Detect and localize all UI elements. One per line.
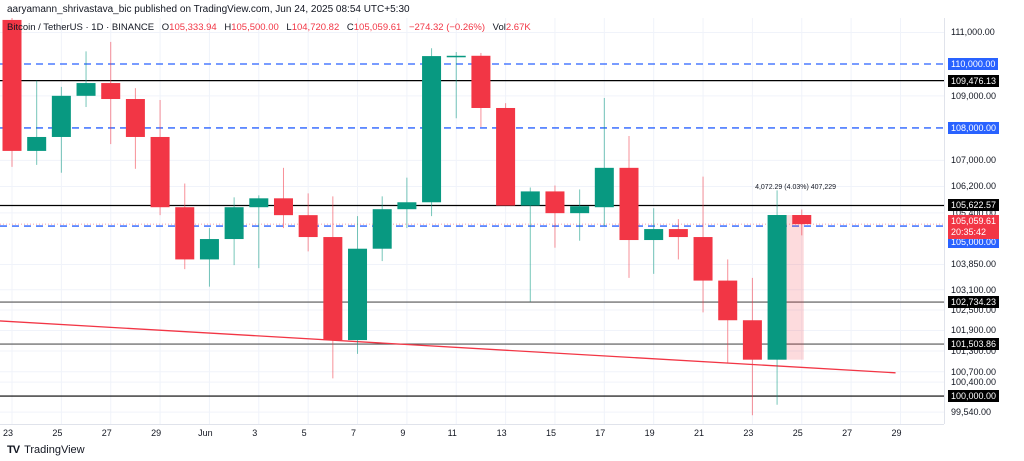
volume-value: 2.67K: [505, 22, 531, 33]
price-tick-label: 100,400.00: [951, 377, 997, 388]
candle: [224, 207, 244, 240]
last-price-tag: 105,059.61 20:35:42: [948, 215, 1000, 240]
measure-annotation: 4,072.29 (4.03%) 407,229: [755, 184, 836, 191]
date-tick-label: 19: [644, 428, 655, 438]
date-tick-label: 27: [842, 428, 853, 438]
candle: [101, 83, 121, 100]
high-value: 105,500.00: [231, 22, 279, 33]
volume-label: Vol: [492, 22, 506, 33]
candle: [520, 191, 540, 206]
candle: [323, 237, 343, 341]
price-tick-label: 105,400.00: [951, 207, 997, 218]
price-tick-label: 101,300.00: [951, 346, 997, 357]
date-tick-label: 23: [743, 428, 754, 438]
price-tick-label: 111,000.00: [951, 27, 995, 38]
candle: [397, 202, 417, 210]
candle: [767, 215, 787, 360]
brand-name: TradingView: [24, 444, 85, 456]
price-tick-label: 106,200.00: [951, 181, 997, 192]
candle: [693, 237, 713, 281]
level-price-tag: 100,000.00: [948, 390, 1000, 403]
level-price-tag: 105,622.57: [948, 199, 1000, 212]
candle: [742, 320, 762, 360]
level-price-tag: 102,734.23: [948, 296, 1000, 309]
date-tick-label: 13: [496, 428, 507, 438]
candle: [27, 136, 47, 151]
candle: [446, 55, 466, 58]
candle: [496, 107, 516, 206]
level-price-tag: 101,503.86: [948, 338, 1000, 351]
close-label: C: [346, 22, 354, 33]
level-price-tag: 110,000.00: [948, 58, 999, 70]
candle: [792, 215, 812, 225]
price-tick-label: 101,900.00: [951, 325, 997, 336]
date-tick-label: 15: [545, 428, 556, 438]
candle: [422, 56, 442, 203]
tradingview-logo-icon: TV: [7, 444, 20, 456]
candle: [2, 19, 22, 151]
date-tick-label: 7: [351, 428, 357, 438]
date-tick-label: 9: [400, 428, 406, 438]
last-price-value: 105,059.61: [951, 216, 997, 227]
candle: [51, 95, 71, 137]
date-tick-label: 21: [694, 428, 705, 438]
candle: [545, 191, 565, 214]
price-tick-label: 103,100.00: [951, 284, 997, 295]
date-tick-label: 3: [252, 428, 258, 438]
price-tick-label: 100,700.00: [951, 366, 997, 377]
candle: [594, 167, 614, 208]
date-tick-label: Jun: [198, 428, 213, 438]
price-tick-label: 103,850.00: [951, 259, 997, 270]
footer-branding: TV TradingView: [7, 444, 85, 456]
date-tick-label: 29: [891, 428, 902, 438]
low-label: L: [286, 22, 292, 33]
bar-countdown: 20:35:42: [951, 227, 987, 238]
date-tick-label: 27: [101, 428, 112, 438]
candle: [273, 198, 293, 216]
high-label: H: [224, 22, 232, 33]
open-value: 105,333.94: [169, 22, 217, 33]
price-tick-label: 99,540.00: [951, 407, 992, 418]
date-tick-label: 17: [595, 428, 606, 438]
candle: [644, 229, 664, 241]
date-tick-label: 25: [792, 428, 803, 438]
candlestick-plot[interactable]: 4,072.29 (4.03%) 407,229: [0, 13, 944, 424]
close-value: 105,059.61: [353, 22, 402, 33]
candle: [125, 99, 145, 137]
price-chart[interactable]: 4,072.29 (4.03%) 407,229: [0, 13, 944, 424]
candle: [570, 206, 590, 214]
date-tick-label: 5: [301, 428, 307, 438]
price-tick-label: 109,000.00: [951, 90, 997, 101]
candle: [348, 248, 368, 341]
price-axis[interactable]: 111,000.00 109,000.00 107,000.00 106,200.00…: [944, 18, 1024, 424]
date-tick-label: 23: [2, 428, 14, 438]
time-axis[interactable]: 23 25 27 29 Jun 3 5 7 9 11 13 15 17 19 21 23 25 27 29: [0, 424, 944, 441]
candle: [619, 167, 639, 241]
symbol-name[interactable]: Bitcoin / TetherUS · 1D · BINANCE: [7, 22, 155, 33]
change-value: −274.32 (−0.26%): [408, 22, 486, 33]
candle: [718, 280, 738, 321]
level-price-tag: 108,000.00: [948, 121, 1000, 134]
date-tick-label: 25: [52, 428, 63, 438]
price-tick-label: 102,500.00: [951, 305, 997, 316]
publisher-line: aaryamann_shrivastava_bic published on T…: [7, 4, 410, 15]
candle: [249, 198, 269, 208]
candle: [76, 83, 96, 96]
candle: [372, 209, 392, 249]
date-tick-label: 11: [447, 428, 457, 438]
low-value: 104,720.82: [291, 22, 340, 33]
candle: [175, 207, 195, 260]
candle: [471, 55, 491, 108]
candle: [298, 215, 318, 238]
candle: [668, 229, 688, 238]
open-label: O: [161, 22, 170, 33]
level-price-tag: 109,476.13: [948, 74, 1000, 87]
date-tick-label: 29: [151, 428, 162, 438]
symbol-legend: Bitcoin / TetherUS · 1D · BINANCE O105,3…: [7, 22, 531, 33]
candle: [199, 239, 219, 260]
candle: [150, 136, 170, 208]
price-tick-label: 107,000.00: [951, 155, 997, 166]
